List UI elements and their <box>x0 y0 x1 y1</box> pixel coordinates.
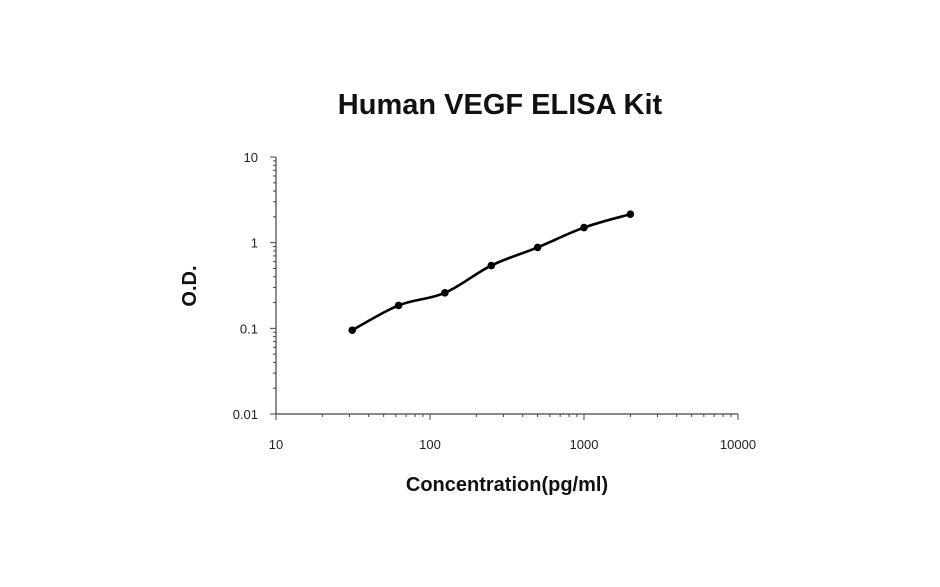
data-point <box>487 261 496 270</box>
data-point <box>626 210 635 218</box>
y-axis-label: O.D. <box>179 265 201 306</box>
data-point <box>580 223 588 232</box>
fit-curve <box>351 212 631 332</box>
y-tick-label: 0.1 <box>240 321 258 336</box>
axis-ticks <box>270 156 739 420</box>
data-point <box>394 301 403 310</box>
tick-labels: 10 100 1000 10000 0.01 0.1 1 10 <box>233 150 756 452</box>
chart-title: Human VEGF ELISA Kit <box>338 89 663 121</box>
y-tick-label: 1 <box>251 236 258 251</box>
data-point <box>348 326 357 335</box>
data-point <box>441 288 449 297</box>
x-tick-label: 100 <box>419 437 441 452</box>
x-axis-label: Concentration(pg/ml) <box>406 474 608 496</box>
x-tick-label: 10000 <box>720 437 756 452</box>
y-tick-label: 10 <box>244 150 258 165</box>
y-tick-label: 0.01 <box>233 407 258 422</box>
data-points <box>348 210 635 335</box>
x-tick-label: 10 <box>269 437 283 452</box>
data-point <box>533 243 542 252</box>
x-tick-label: 1000 <box>570 437 599 452</box>
